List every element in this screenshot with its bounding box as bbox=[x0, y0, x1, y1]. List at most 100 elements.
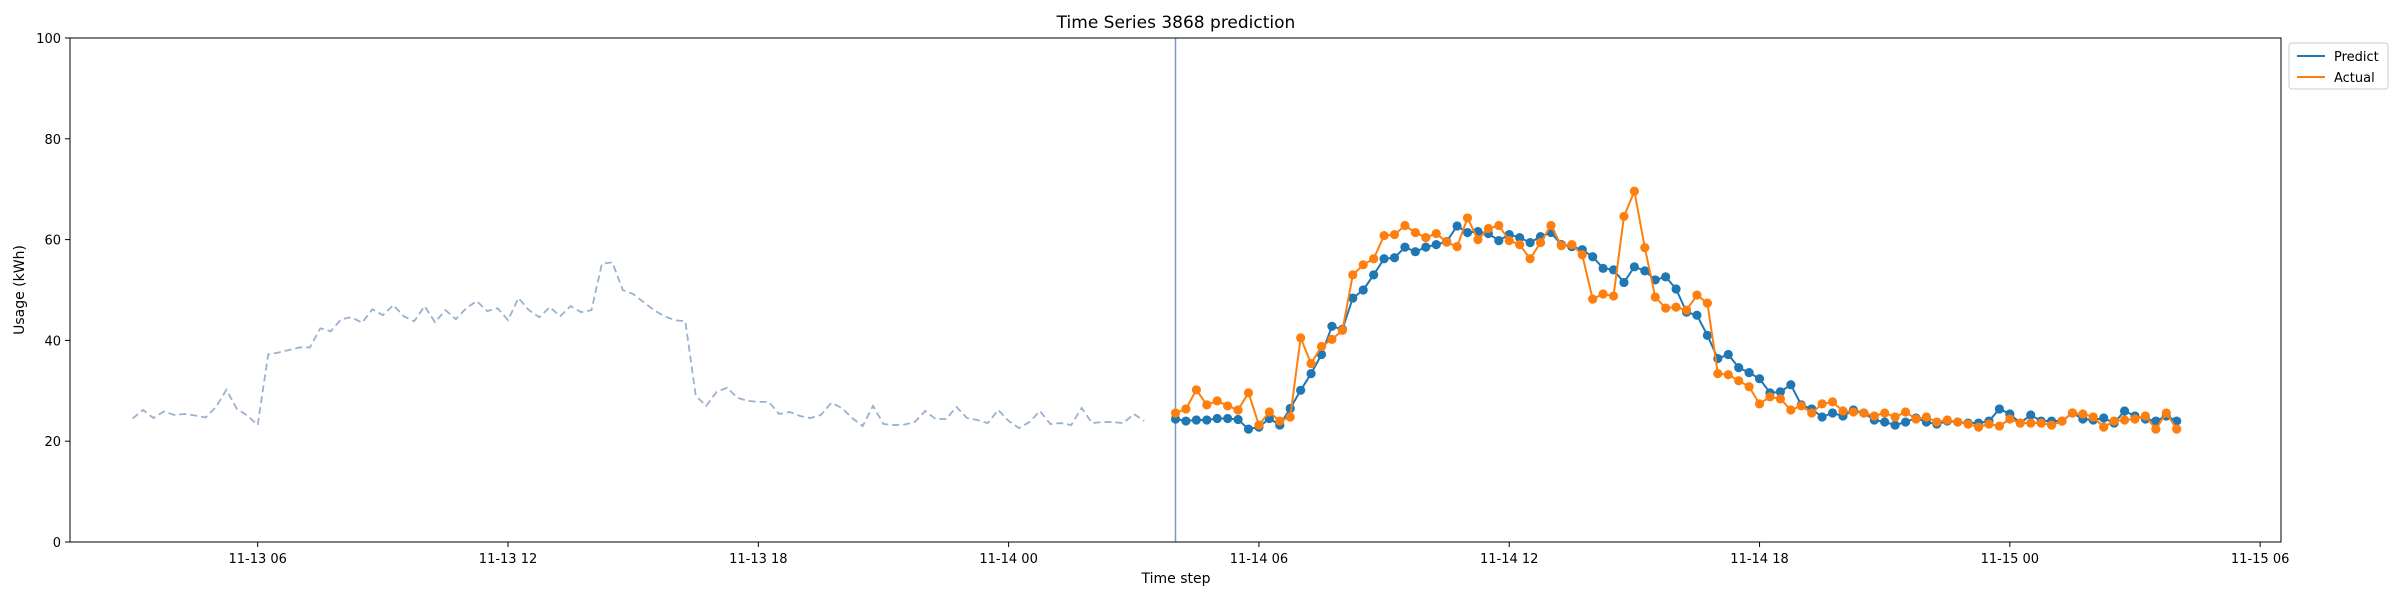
actual-point bbox=[1442, 237, 1452, 247]
actual-point bbox=[1681, 305, 1692, 315]
actual-point bbox=[1848, 407, 1858, 417]
actual-point bbox=[1640, 243, 1650, 253]
y-tick-label: 0 bbox=[53, 536, 61, 551]
x-tick-label: 11-13 06 bbox=[228, 552, 286, 567]
actual-point bbox=[1494, 220, 1504, 231]
actual-point bbox=[2172, 424, 2182, 434]
actual-point bbox=[2109, 416, 2119, 426]
actual-point bbox=[1859, 408, 1869, 418]
predict-point bbox=[1744, 368, 1754, 378]
actual-point bbox=[1421, 232, 1431, 243]
actual-point bbox=[1838, 406, 1848, 416]
actual-point bbox=[2119, 415, 2130, 425]
actual-point bbox=[1661, 303, 1671, 313]
actual-point bbox=[1504, 236, 1514, 246]
actual-point bbox=[1515, 240, 1525, 250]
actual-point bbox=[1827, 397, 1838, 407]
predict-point bbox=[1702, 330, 1712, 340]
actual-point bbox=[1588, 294, 1598, 304]
series-actual bbox=[1170, 186, 2182, 434]
actual-point bbox=[1765, 392, 1775, 402]
predict-point bbox=[1452, 221, 1462, 231]
actual-point bbox=[1619, 211, 1629, 222]
predict-point bbox=[1775, 387, 1785, 397]
actual-point bbox=[1671, 302, 1681, 312]
series-layer bbox=[132, 38, 2182, 542]
actual-point bbox=[1337, 325, 1347, 335]
actual-point bbox=[1285, 412, 1295, 422]
actual-point bbox=[1525, 254, 1535, 264]
actual-point bbox=[1202, 400, 1212, 410]
predict-point bbox=[1661, 272, 1671, 282]
predict-point bbox=[1890, 420, 1900, 430]
actual-point bbox=[2015, 418, 2025, 428]
predict-point bbox=[1223, 413, 1233, 424]
predict-point bbox=[1202, 415, 1212, 425]
predict-point bbox=[1994, 404, 2005, 414]
predict-point bbox=[1817, 412, 1827, 422]
actual-point bbox=[2161, 408, 2171, 418]
actual-point bbox=[2151, 424, 2161, 434]
actual-point bbox=[2005, 414, 2015, 424]
y-tick-label: 20 bbox=[44, 435, 61, 450]
actual-point bbox=[1942, 415, 1952, 425]
actual-point bbox=[1932, 417, 1942, 427]
predict-point bbox=[1640, 266, 1650, 276]
predict-point bbox=[2151, 416, 2161, 426]
actual-point bbox=[2057, 416, 2067, 426]
x-tick-label: 11-14 12 bbox=[1480, 552, 1538, 567]
predict-point bbox=[1348, 293, 1358, 303]
predict-point bbox=[1400, 242, 1410, 252]
actual-point bbox=[1900, 407, 1911, 417]
actual-point bbox=[1223, 401, 1233, 411]
predict-point bbox=[1327, 321, 1337, 331]
actual-point bbox=[1254, 420, 1264, 430]
predict-point bbox=[1515, 232, 1525, 243]
legend: Predict Actual bbox=[2288, 42, 2389, 90]
actual-point bbox=[1598, 289, 1608, 299]
actual-point bbox=[2130, 414, 2140, 424]
actual-point bbox=[1431, 228, 1441, 239]
predict-point bbox=[1754, 374, 1765, 384]
actual-point bbox=[1170, 408, 1181, 418]
predict-point bbox=[1629, 262, 1639, 272]
actual-point bbox=[1243, 388, 1254, 398]
actual-point bbox=[1869, 411, 1879, 421]
predict-point bbox=[1389, 253, 1400, 263]
x-tick-label: 11-14 06 bbox=[1230, 552, 1288, 567]
actual-point bbox=[2046, 420, 2057, 430]
actual-point bbox=[1327, 334, 1337, 344]
history-line bbox=[132, 261, 1145, 430]
predict-point bbox=[1431, 240, 1441, 250]
actual-point bbox=[1410, 227, 1420, 238]
actual-point bbox=[1963, 419, 1973, 429]
actual-point bbox=[1296, 333, 1306, 343]
actual-point bbox=[2067, 408, 2078, 418]
actual-point bbox=[1807, 408, 1817, 418]
legend-label-predict: Predict bbox=[2334, 50, 2379, 65]
actual-point bbox=[1796, 401, 1806, 411]
actual-point bbox=[1462, 213, 1473, 223]
actual-point bbox=[2099, 422, 2109, 432]
predict-point bbox=[1191, 415, 1201, 425]
actual-point bbox=[1483, 223, 1493, 234]
actual-point bbox=[1921, 412, 1932, 422]
actual-point bbox=[1890, 412, 1900, 422]
predict-point bbox=[1421, 242, 1431, 252]
predict-point bbox=[1619, 277, 1629, 288]
actual-point bbox=[2026, 418, 2036, 428]
actual-point bbox=[1754, 399, 1765, 409]
actual-point bbox=[1316, 341, 1327, 352]
actual-point bbox=[1275, 416, 1285, 426]
actual-point bbox=[1994, 421, 2005, 431]
actual-point bbox=[1713, 369, 1723, 379]
x-tick-label: 11-13 18 bbox=[729, 552, 787, 567]
actual-point bbox=[1264, 407, 1274, 417]
predict-point bbox=[1243, 424, 1254, 434]
predict-point bbox=[2099, 413, 2109, 423]
predict-point bbox=[1369, 270, 1379, 280]
y-axis-label: Usage (kWh) bbox=[12, 245, 28, 335]
x-tick-label: 11-14 00 bbox=[979, 552, 1037, 567]
predict-point bbox=[1379, 254, 1389, 264]
actual-point bbox=[1452, 242, 1462, 252]
